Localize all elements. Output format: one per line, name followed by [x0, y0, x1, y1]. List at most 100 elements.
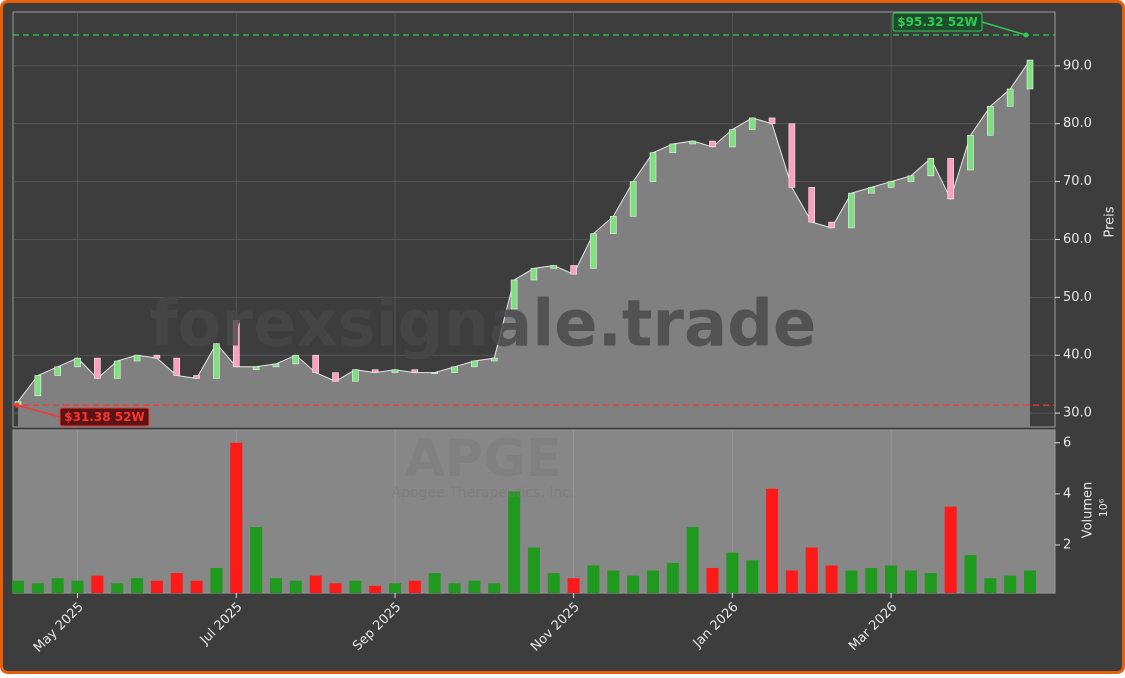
candle	[570, 265, 577, 275]
volume-bar	[289, 580, 302, 593]
volume-bar	[170, 573, 183, 593]
volume-bar	[984, 578, 997, 593]
annotation-box	[59, 407, 150, 427]
volume-bar	[91, 575, 104, 593]
candle	[352, 369, 359, 382]
volume-bar	[468, 580, 481, 593]
y-tick-label: 80.0	[1063, 116, 1092, 131]
candle	[510, 279, 518, 310]
candle	[550, 265, 558, 269]
price-area	[18, 60, 1030, 428]
volume-bar	[964, 555, 977, 593]
volume-bar	[607, 570, 620, 593]
candle	[748, 117, 756, 130]
volume-bar	[408, 580, 421, 593]
volume-bar	[1004, 575, 1017, 593]
volume-bar	[250, 527, 263, 593]
candle	[272, 363, 280, 368]
volume-bar	[150, 580, 163, 593]
volume-bar	[686, 527, 699, 593]
arrow-head	[14, 402, 20, 408]
y-tick-label: 90.0	[1063, 58, 1092, 73]
candle	[729, 129, 736, 148]
candle	[332, 372, 339, 382]
candle	[193, 375, 200, 379]
candle	[947, 158, 954, 200]
volume-bar	[825, 565, 838, 593]
candle	[629, 181, 637, 217]
candle	[471, 360, 478, 368]
volume-bar	[210, 567, 223, 593]
annotation-box	[892, 12, 983, 32]
candle	[411, 369, 419, 373]
volume-bar	[269, 578, 282, 593]
volume-bar	[31, 583, 44, 593]
candle	[34, 375, 42, 397]
candle	[848, 192, 855, 229]
candle	[252, 366, 260, 370]
candle	[94, 357, 101, 379]
candle	[451, 366, 458, 373]
company-watermark: Apogee Therapeutics, Inc.	[392, 485, 575, 501]
volume-bar	[309, 575, 322, 593]
candle	[133, 354, 141, 362]
volume-bar	[646, 570, 659, 593]
volume-bar	[488, 583, 501, 593]
volume-bar	[805, 547, 818, 593]
y-tick-label: 30.0	[1063, 406, 1092, 421]
volume-bar	[726, 552, 739, 593]
y-tick-label: 60.0	[1063, 232, 1092, 247]
candle	[530, 268, 538, 281]
y-axis-label: Preis	[1103, 206, 1118, 237]
volume-bar	[766, 488, 779, 593]
candle	[232, 320, 240, 368]
volume-y-tick-label: 4	[1063, 486, 1071, 501]
candle	[927, 158, 935, 177]
candle	[887, 181, 895, 188]
price-line	[17, 59, 1031, 402]
candle	[213, 343, 220, 379]
volume-bar	[785, 570, 798, 593]
candle	[292, 354, 300, 365]
volume-bar	[190, 580, 203, 593]
volume-bar	[587, 565, 600, 593]
candle	[153, 354, 161, 359]
volume-bar	[885, 565, 898, 593]
candle	[371, 369, 379, 373]
volume-bar	[904, 570, 917, 593]
candle	[590, 233, 597, 269]
candle	[431, 372, 439, 374]
candle	[649, 152, 657, 182]
annotation-label: $95.32 52W	[897, 15, 977, 29]
candle	[709, 140, 716, 148]
candle	[490, 357, 498, 362]
symbol-watermark: APGE	[405, 429, 562, 489]
volume-bar	[845, 570, 858, 593]
volume-bar	[230, 442, 243, 593]
volume-bar	[51, 578, 64, 593]
candle	[1006, 88, 1014, 107]
arrow-head	[1023, 32, 1029, 38]
candle	[987, 106, 994, 136]
volume-bar	[547, 573, 560, 593]
volume-bar	[71, 580, 84, 593]
annotation-arrow	[16, 404, 61, 418]
volume-offset-label: 10⁶	[1097, 498, 1110, 517]
volume-bar	[567, 578, 580, 593]
annotation-arrow	[981, 21, 1027, 36]
candle	[828, 221, 835, 229]
volume-bar	[349, 580, 362, 593]
volume-y-tick-label: 2	[1063, 537, 1071, 552]
candle	[768, 117, 776, 125]
candle	[669, 143, 677, 153]
candle	[54, 366, 61, 376]
candle	[788, 123, 796, 188]
candle	[808, 187, 816, 223]
y-tick-label: 50.0	[1063, 290, 1092, 305]
candle	[1026, 59, 1034, 90]
volume-bar	[428, 573, 441, 593]
volume-bar	[746, 560, 759, 593]
volume-bar	[627, 575, 640, 593]
candle	[907, 175, 915, 182]
